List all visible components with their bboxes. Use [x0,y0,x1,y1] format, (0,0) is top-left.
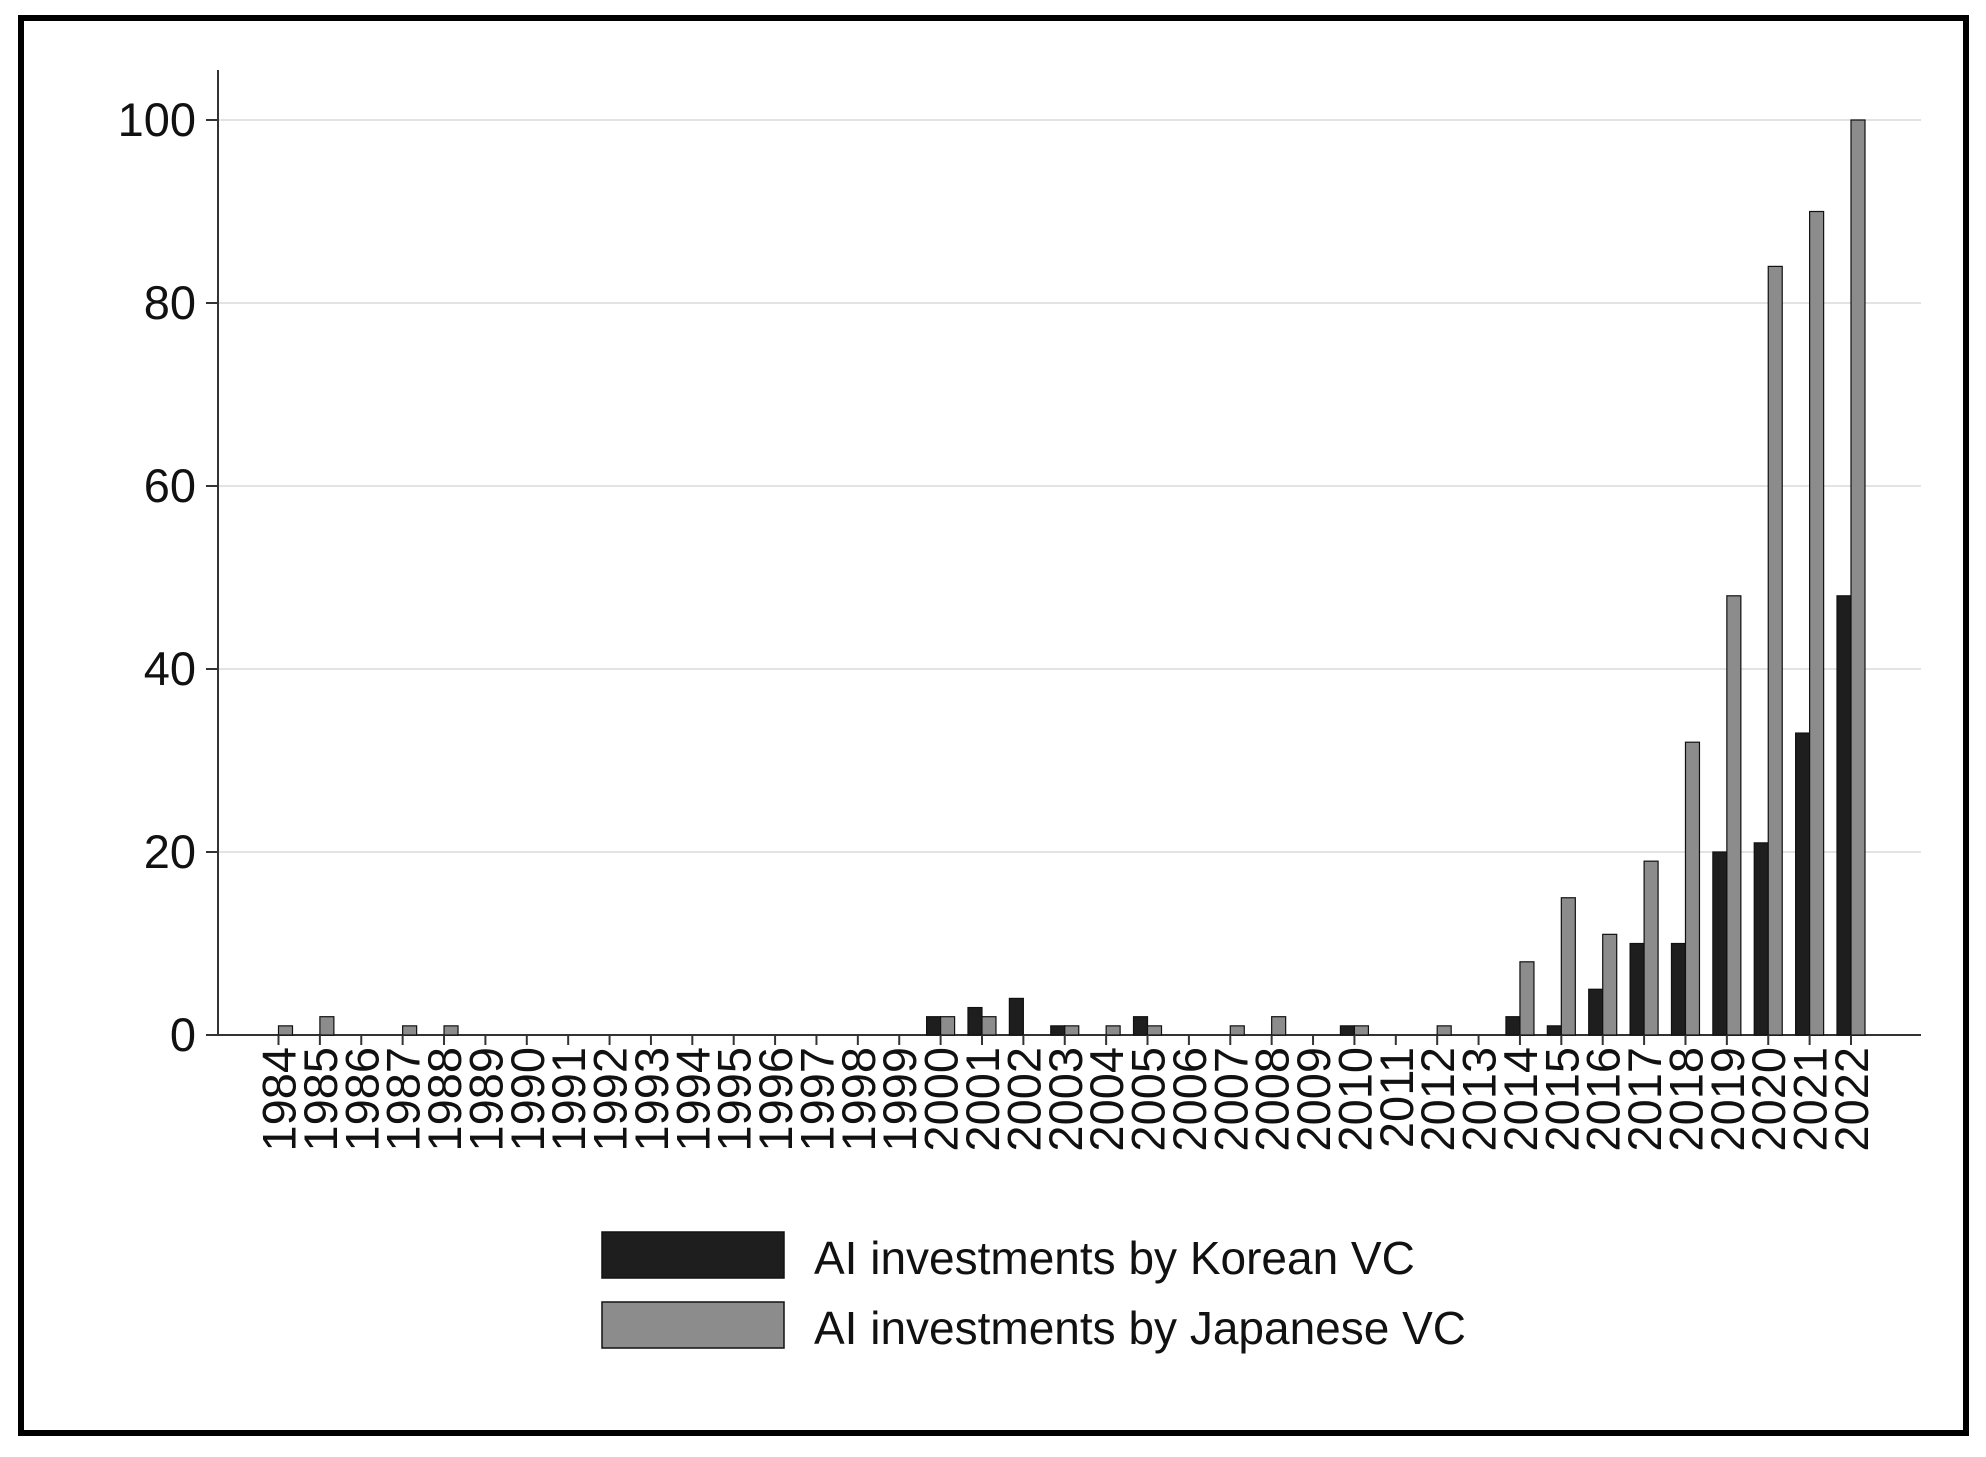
bar-japanese-vc [981,1016,997,1036]
bar-korean-vc [1546,1025,1562,1036]
bar-korean-vc [1795,732,1811,1036]
x-tick-label: 2006 [1163,1047,1216,1152]
bar-korean-vc [1132,1016,1149,1036]
legend-swatch-korean [601,1231,785,1279]
bar-japanese-vc [1726,595,1742,1036]
x-tick-label: 2017 [1618,1047,1671,1152]
x-tick-label: 2002 [997,1047,1050,1152]
bar-japanese-vc [319,1016,335,1036]
bar-korean-vc [1836,595,1852,1036]
x-tick-label: 2015 [1535,1047,1588,1152]
x-tick-label: 1995 [708,1047,761,1152]
x-tick-label: 1987 [377,1047,430,1152]
x-tick-label: 1999 [873,1047,926,1152]
x-tick-labels: 1984198519861987198819891990199119921993… [253,1035,1878,1152]
x-tick-label: 1998 [832,1047,885,1152]
bar-japanese-vc [1436,1025,1452,1036]
x-tick-label: 2005 [1122,1047,1175,1152]
bar-japanese-vc [1767,265,1783,1036]
x-tick-label: 1988 [418,1047,471,1152]
x-tick-label: 2003 [1039,1047,1092,1152]
gridlines [218,119,1921,853]
x-tick-label: 2001 [956,1047,1009,1152]
bars [277,119,1866,1036]
bar-korean-vc [1670,942,1687,1036]
x-tick-label: 2019 [1701,1047,1754,1152]
bar-japanese-vc [1850,119,1866,1036]
legend-label-japanese: AI investments by Japanese VC [814,1302,1466,1354]
bar-korean-vc [1339,1025,1356,1036]
bar-japanese-vc [1519,961,1535,1036]
x-tick-label: 2020 [1742,1047,1795,1152]
x-tick-label: 1997 [790,1047,843,1152]
x-tick-label: 1994 [666,1047,719,1152]
x-tick-label: 1996 [749,1047,802,1152]
x-tick-label: 2018 [1659,1047,1712,1152]
x-tick-label: 2000 [915,1047,968,1152]
x-tick-label: 1990 [501,1047,554,1152]
y-tick-label: 60 [144,459,196,512]
x-tick-label: 2021 [1784,1047,1837,1152]
x-tick-label: 2010 [1328,1047,1381,1152]
bar-korean-vc [1753,842,1769,1036]
x-tick-label: 2011 [1370,1047,1423,1148]
bar-korean-vc [926,1016,942,1036]
bar-japanese-vc [1146,1025,1163,1036]
chart-frame [18,15,1969,1436]
legend: AI investments by Korean VC AI investmen… [601,1231,1466,1354]
bar-korean-vc [1712,851,1728,1036]
x-tick-label: 2012 [1411,1047,1464,1152]
x-tick-label: 2013 [1453,1047,1506,1152]
legend-label-korean: AI investments by Korean VC [814,1232,1415,1284]
x-tick-label: 2016 [1577,1047,1630,1152]
y-tick-label: 20 [144,825,196,878]
x-tick-label: 2008 [1246,1047,1299,1152]
x-tick-label: 1991 [542,1047,595,1152]
bar-japanese-vc [443,1025,459,1036]
x-tick-label: 1989 [459,1047,512,1152]
legend-swatch-japanese [601,1301,785,1349]
bar-japanese-vc [1353,1025,1370,1036]
bar-japanese-vc [1064,1025,1080,1036]
x-tick-label: 2022 [1825,1047,1878,1152]
bar-korean-vc [1588,988,1604,1036]
y-tick-labels: 0 20 40 60 80 100 [118,93,218,1061]
bar-korean-vc [1050,1025,1066,1036]
axes [217,70,1921,1036]
x-tick-label: 1992 [584,1047,637,1152]
x-tick-label: 1993 [625,1047,678,1152]
x-tick-label: 1986 [335,1047,388,1152]
bar-korean-vc [1008,997,1024,1036]
y-tick-label: 100 [118,93,196,146]
bar-japanese-vc [1684,741,1701,1036]
bar-japanese-vc [1602,933,1618,1036]
bar-korean-vc [1505,1016,1521,1036]
bar-japanese-vc [1809,210,1825,1036]
x-tick-label: 2004 [1080,1047,1133,1152]
bar-japanese-vc [1105,1025,1121,1036]
bar-japanese-vc [940,1016,956,1036]
y-tick-label: 0 [170,1008,196,1061]
bar-japanese-vc [1229,1025,1245,1036]
bar-japanese-vc [1271,1016,1287,1036]
bar-japanese-vc [1643,860,1659,1036]
x-tick-label: 1984 [253,1047,306,1152]
x-tick-label: 2014 [1494,1047,1547,1152]
x-tick-label: 1985 [294,1047,347,1152]
bar-korean-vc [1629,942,1645,1036]
bar-korean-vc [967,1006,983,1036]
x-tick-label: 2009 [1287,1047,1340,1152]
bar-japanese-vc [402,1025,418,1036]
y-tick-label: 40 [144,642,196,695]
y-tick-label: 80 [144,276,196,329]
bar-japanese-vc [277,1025,294,1036]
bar-japanese-vc [1560,897,1576,1036]
x-tick-label: 2007 [1204,1047,1257,1152]
